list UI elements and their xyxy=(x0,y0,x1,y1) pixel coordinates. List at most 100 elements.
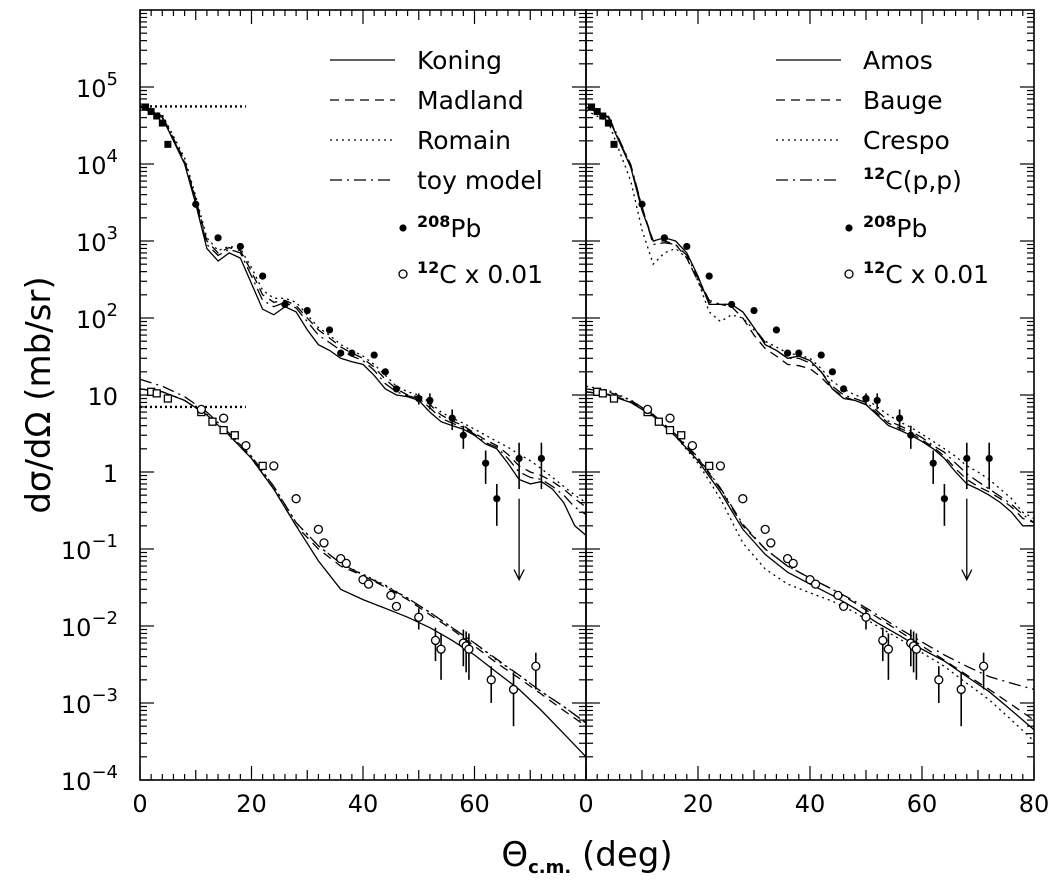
data-point-c-square xyxy=(665,425,675,435)
data-point-pb xyxy=(415,394,423,403)
data-point-pb xyxy=(537,454,546,463)
data-point-c xyxy=(436,644,446,654)
data-point-pb xyxy=(728,300,736,309)
legend-label: toy model xyxy=(417,166,543,195)
data-point-pb-square xyxy=(153,112,161,120)
data-point-pb xyxy=(426,396,434,405)
x-axis-title: Θc.m. (deg) xyxy=(501,835,672,878)
x-tick-label: 0 xyxy=(132,790,147,818)
legend-marker-label: 208Pb xyxy=(863,212,927,243)
data-point-c xyxy=(883,644,894,654)
data-point-c xyxy=(766,538,776,548)
data-point-pb xyxy=(392,385,401,393)
data-point-pb xyxy=(963,454,971,463)
data-point-c xyxy=(978,661,989,671)
data-point-pb xyxy=(750,306,758,315)
series-line xyxy=(140,378,586,724)
data-point-pb-square xyxy=(604,119,612,127)
data-point-pb-square xyxy=(593,108,601,116)
data-point-pb xyxy=(325,326,334,334)
data-point-c xyxy=(291,494,301,504)
data-point-c xyxy=(464,644,474,654)
data-point-pb xyxy=(192,200,200,208)
upper-limit-arrowhead xyxy=(961,569,973,582)
legend-label: Koning xyxy=(417,46,502,75)
data-point-pb xyxy=(795,349,803,357)
data-point-pb xyxy=(337,349,345,357)
y-tick-label: 104 xyxy=(76,146,118,180)
data-point-pb xyxy=(683,242,691,251)
panel-frame xyxy=(139,9,587,781)
data-point-c xyxy=(788,558,798,569)
x-tick-label: 40 xyxy=(348,790,379,818)
data-point-pb-square xyxy=(588,103,596,111)
series-line xyxy=(140,106,586,536)
data-point-c xyxy=(196,404,206,415)
x-tick-label: 20 xyxy=(236,790,267,818)
data-point-pb xyxy=(259,272,267,280)
data-point-c xyxy=(319,538,329,548)
data-point-c xyxy=(531,661,541,671)
data-point-pb xyxy=(638,200,646,208)
data-point-c xyxy=(241,440,251,451)
data-point-c xyxy=(218,413,229,423)
data-point-c xyxy=(838,601,849,611)
data-point-c-square xyxy=(598,389,607,398)
data-point-c xyxy=(878,635,888,646)
data-point-pb-square xyxy=(610,140,618,148)
series-line xyxy=(586,109,1034,519)
data-point-c xyxy=(508,684,519,695)
data-point-c xyxy=(269,461,279,471)
y-tick-label: 10 xyxy=(87,383,118,411)
data-point-pb xyxy=(840,385,848,393)
data-point-pb xyxy=(940,495,949,503)
legend-label: Romain xyxy=(417,126,511,155)
y-tick-label: 10−1 xyxy=(61,531,118,565)
data-point-pb xyxy=(493,495,501,503)
y-tick-label: 102 xyxy=(76,300,118,334)
data-point-pb xyxy=(896,414,904,422)
data-point-pb xyxy=(459,431,467,439)
data-point-pb xyxy=(370,351,378,359)
panel-left: 0 20 40 60 Koning Madland Romain toy model 208Pb… xyxy=(132,9,587,818)
data-point-c xyxy=(386,590,396,601)
data-point-c xyxy=(934,675,944,685)
x-tick-label: 60 xyxy=(907,790,938,818)
legend-marker-pb xyxy=(845,224,853,232)
panel-right: 0 20 40 60 80 Amos Bauge Crespo 12C(p,p) 208Pb 12C… xyxy=(578,9,1050,818)
data-point-c-square xyxy=(705,461,714,471)
data-point-c xyxy=(687,440,698,451)
x-tick-label: 20 xyxy=(683,790,714,818)
data-point-pb-square xyxy=(599,112,607,120)
data-points xyxy=(588,103,993,727)
data-point-c xyxy=(861,612,871,622)
data-point-pb xyxy=(817,351,825,359)
data-point-c xyxy=(363,579,374,589)
legend-marker-label: 208Pb xyxy=(417,212,481,243)
data-point-pb xyxy=(214,234,222,242)
data-point-c xyxy=(833,590,843,601)
legend-marker-c xyxy=(398,269,408,279)
legend-label: 12C(p,p) xyxy=(863,164,962,195)
series-line xyxy=(586,106,1034,524)
data-point-c-square xyxy=(219,425,228,435)
data-point-c xyxy=(486,675,496,685)
x-tick-label: 40 xyxy=(795,790,826,818)
data-point-pb xyxy=(448,414,456,422)
y-tick-label: 10−3 xyxy=(61,685,118,719)
legend-label: Bauge xyxy=(863,86,943,115)
data-point-c-square xyxy=(208,417,217,426)
data-point-pb xyxy=(873,396,881,405)
data-point-c xyxy=(341,558,351,569)
x-tick-label: 60 xyxy=(459,790,490,818)
data-point-pb xyxy=(705,272,713,280)
x-tick-label: 80 xyxy=(1019,790,1050,818)
x-tick-label: 0 xyxy=(578,790,593,818)
legend-marker-c xyxy=(844,269,854,279)
y-tick-label: 1 xyxy=(103,460,118,488)
data-point-pb xyxy=(348,349,356,357)
data-point-c xyxy=(956,684,966,695)
data-point-c xyxy=(414,612,424,622)
curves xyxy=(586,106,1034,742)
